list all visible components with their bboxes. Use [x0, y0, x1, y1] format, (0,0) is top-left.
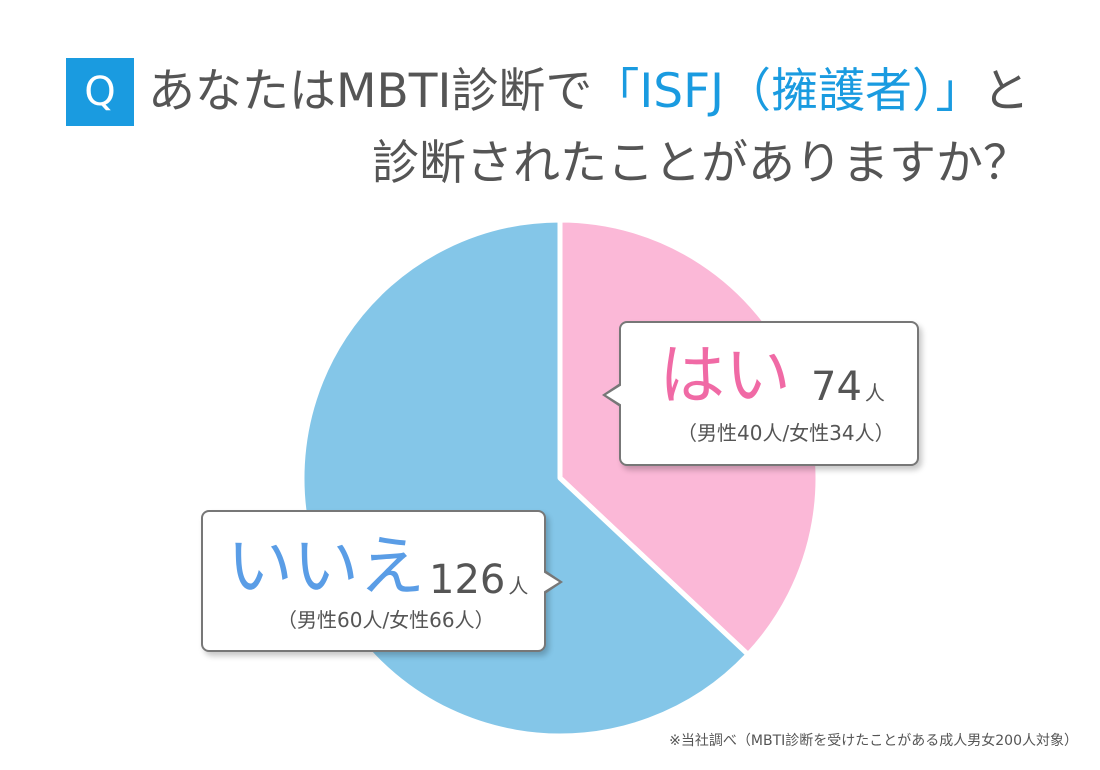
callout-yes: はい 74 人 （男性40人/女性34人） — [602, 321, 919, 466]
slice-unit-no: 人 — [508, 574, 529, 598]
footnote: ※当社調べ（MBTI診断を受けたことがある成人男女200人対象） — [669, 733, 1078, 749]
slice-breakdown-no: （男性60人/女性66人） — [277, 608, 495, 632]
pie-slices — [299, 217, 821, 739]
callout-no-pointer-fill — [543, 572, 559, 592]
question-badge: Q — [66, 58, 134, 126]
question-text-after: と — [982, 64, 1030, 119]
question-title-line-1: あなたはMBTI診断で「ISFJ（擁護者）」と — [148, 62, 1029, 122]
slice-count-no: 126 人 — [429, 560, 528, 600]
question-highlight: 「ISFJ（擁護者）」 — [592, 64, 983, 119]
question-text-before: あなたはMBTI診断で — [148, 64, 593, 119]
slice-label-yes: はい — [659, 337, 791, 414]
callout-yes-pointer-fill — [606, 385, 622, 405]
slice-value-no: 126 — [429, 557, 506, 603]
slice-count-yes: 74 人 — [811, 367, 885, 407]
callout-no: いいえ 126 人 （男性60人/女性66人） — [201, 510, 563, 652]
slice-label-no: いいえ — [227, 528, 425, 605]
question-title-line-2: 診断されたことがありますか？ — [372, 136, 1030, 191]
slice-unit-yes: 人 — [864, 381, 885, 405]
slice-breakdown-yes: （男性40人/女性34人） — [677, 421, 895, 445]
slice-value-yes: 74 — [811, 364, 862, 410]
